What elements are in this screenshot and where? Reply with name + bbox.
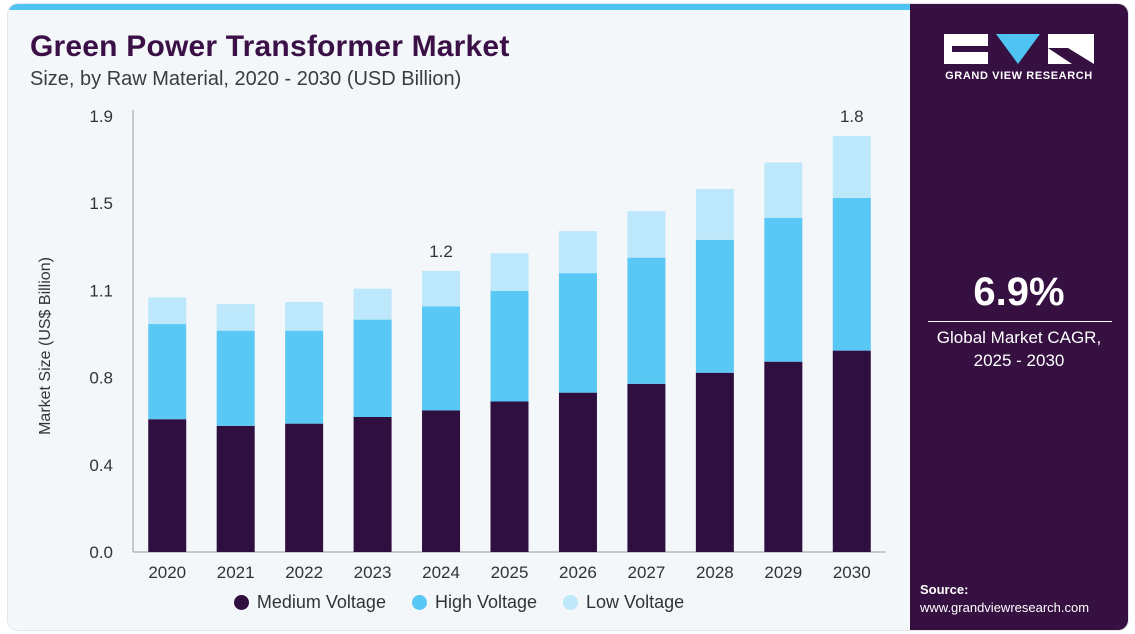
y-tick-label: 1.9	[89, 107, 113, 126]
bar-segment-low-voltage	[558, 231, 597, 274]
bar-segment-low-voltage	[764, 162, 803, 218]
source-url[interactable]: www.grandviewresearch.com	[920, 600, 1090, 615]
bar-segment-medium-voltage	[558, 392, 597, 552]
x-tick-label: 2025	[491, 563, 529, 582]
cagr-label-line1: Global Market CAGR,	[936, 328, 1102, 347]
data-label: 1.2	[429, 242, 453, 261]
x-tick-label: 2026	[559, 563, 597, 582]
bar-segment-high-voltage	[764, 217, 803, 362]
bar-segment-low-voltage	[353, 288, 392, 320]
brand-name: GRAND VIEW RESEARCH	[945, 70, 1093, 82]
accent-bar	[8, 4, 910, 10]
bar-segment-medium-voltage	[148, 419, 187, 552]
chart-legend: Medium Voltage High Voltage Low Voltage	[8, 592, 910, 613]
bar-segment-medium-voltage	[695, 372, 734, 552]
legend-label-high-voltage: High Voltage	[434, 592, 538, 612]
legend-label-low-voltage: Low Voltage	[586, 592, 685, 612]
bar-segment-high-voltage	[558, 273, 597, 393]
legend-swatch-low-voltage	[563, 595, 579, 610]
bar-segment-high-voltage	[832, 197, 871, 351]
y-tick-label: 1.5	[89, 194, 113, 213]
cagr-value: 6.9%	[973, 270, 1065, 314]
bar-segment-medium-voltage	[353, 416, 392, 552]
page-subtitle: Size, by Raw Material, 2020 - 2030 (USD …	[30, 68, 462, 90]
y-tick-label: 1.1	[89, 281, 113, 300]
cagr-label: Global Market CAGR, 2025 - 2030	[910, 326, 1128, 372]
x-tick-label: 2029	[764, 563, 802, 582]
x-tick-label: 2024	[422, 563, 460, 582]
x-tick-label: 2023	[354, 563, 392, 582]
stacked-bar-chart: 0.0 0.4 0.8 1.1 1.5 1.9 Market Size (US$ Billi…	[37, 107, 886, 582]
x-tick-label: 2027	[627, 563, 665, 582]
bar-segment-medium-voltage	[490, 401, 529, 552]
bar-segment-medium-voltage	[216, 425, 255, 552]
bar-segment-medium-voltage	[422, 410, 461, 552]
bar-segment-low-voltage	[490, 253, 529, 291]
bar-segment-low-voltage	[148, 297, 187, 325]
bar-segment-low-voltage	[285, 301, 324, 331]
bar-segment-medium-voltage	[627, 383, 666, 552]
bar-segment-high-voltage	[353, 319, 392, 417]
y-axis-label: Market Size (US$ Billion)	[37, 257, 54, 435]
infographic-card: Green Power Transformer Market Size, by …	[8, 4, 1128, 630]
x-tick-label: 2020	[148, 563, 186, 582]
cagr-divider	[928, 321, 1112, 322]
bar-segment-low-voltage	[832, 135, 871, 198]
legend-label-medium-voltage: Medium Voltage	[256, 592, 386, 612]
bar-segment-high-voltage	[695, 239, 734, 373]
x-tick-label: 2022	[285, 563, 323, 582]
legend-swatch-medium-voltage	[233, 595, 249, 610]
y-tick-label: 0.0	[89, 543, 113, 562]
cagr-label-line2: 2025 - 2030	[973, 351, 1065, 370]
bar-segment-high-voltage	[148, 324, 187, 420]
legend-item-medium-voltage: Medium Voltage	[233, 592, 386, 613]
legend-item-high-voltage: High Voltage	[411, 592, 538, 613]
legend-item-low-voltage: Low Voltage	[563, 592, 684, 613]
bar-segment-high-voltage	[627, 257, 666, 384]
bar-segment-medium-voltage	[285, 423, 324, 552]
bar-segment-low-voltage	[695, 189, 734, 240]
bar-segment-low-voltage	[422, 270, 461, 307]
bar-segment-low-voltage	[216, 304, 255, 331]
bar-segment-high-voltage	[490, 290, 529, 402]
bar-segment-medium-voltage	[832, 350, 871, 552]
bar-segment-low-voltage	[627, 211, 666, 258]
y-tick-label: 0.8	[89, 369, 113, 388]
sidebar-panel: GRAND VIEW RESEARCH 6.9% Global Market C…	[910, 4, 1128, 630]
y-tick-label: 0.4	[89, 456, 113, 475]
x-tick-label: 2021	[217, 563, 255, 582]
bar-segment-high-voltage	[422, 306, 461, 411]
x-tick-label: 2030	[833, 563, 871, 582]
grand-view-research-logo	[944, 34, 1094, 64]
x-tick-label: 2028	[696, 563, 734, 582]
bar-segment-medium-voltage	[764, 361, 803, 552]
data-label: 1.8	[840, 107, 864, 126]
legend-swatch-high-voltage	[411, 595, 427, 610]
bar-segment-high-voltage	[285, 330, 324, 424]
chart-panel: Green Power Transformer Market Size, by …	[8, 4, 910, 630]
source-title: Source:	[920, 582, 969, 597]
page-title: Green Power Transformer Market	[30, 30, 510, 63]
bar-segment-high-voltage	[216, 330, 255, 426]
